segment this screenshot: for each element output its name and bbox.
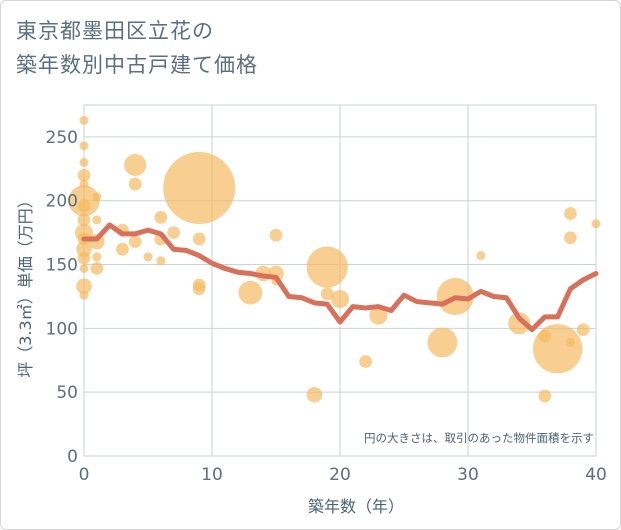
size-note: 円の大きさは、取引のあった物件面積を示す	[364, 431, 594, 445]
bubble	[92, 192, 102, 202]
bubble	[508, 312, 531, 335]
bubble	[564, 231, 577, 245]
bubble	[128, 177, 142, 191]
bubble	[128, 235, 142, 248]
bubble	[538, 329, 552, 343]
bubble	[90, 262, 104, 275]
x-axis-label: 築年数（年）	[308, 497, 404, 516]
bubble	[76, 241, 92, 258]
bubble	[163, 151, 236, 224]
bubble	[79, 290, 89, 300]
bubble	[167, 226, 180, 240]
y-tick-label: 50	[56, 383, 78, 403]
bubble	[143, 252, 153, 262]
bubble	[79, 115, 89, 125]
bubble	[591, 219, 601, 229]
y-axis-label: 坪（3.3㎡）単価（万円）	[16, 192, 35, 377]
x-tick-label: 40	[585, 465, 607, 485]
bubble	[369, 306, 388, 325]
bubble	[124, 153, 147, 177]
bubble	[79, 179, 89, 189]
bubble	[538, 389, 552, 403]
x-tick-label: 20	[329, 465, 351, 485]
x-tick-label: 10	[201, 465, 223, 485]
bubble	[476, 251, 486, 261]
bubble	[306, 386, 323, 403]
x-tick-label: 30	[457, 465, 479, 485]
y-tick-label: 100	[46, 319, 78, 339]
bubble	[192, 282, 206, 296]
bubble	[79, 263, 89, 273]
bubble	[156, 256, 166, 266]
bubble	[77, 168, 91, 182]
bubble	[320, 287, 334, 301]
bubble	[77, 251, 91, 265]
bubble	[427, 327, 458, 358]
chart-title: 東京都墨田区立花の 築年数別中古戸建て価格	[16, 19, 258, 77]
bubble	[359, 355, 372, 368]
y-tick-label: 250	[46, 128, 78, 148]
y-tick-label: 0	[67, 447, 78, 467]
bubble	[77, 199, 91, 213]
bubble	[576, 323, 590, 337]
bubble	[79, 141, 89, 151]
bubble	[154, 210, 168, 224]
bubble	[77, 213, 91, 227]
tick-labels: 0 50 100 150 200 250 0 10 20 30 40	[46, 128, 607, 485]
bubble	[192, 232, 206, 246]
y-tick-label: 200	[46, 192, 78, 212]
bubble	[92, 215, 102, 225]
x-tick-label: 0	[79, 465, 90, 485]
trend-line	[81, 222, 599, 333]
bubble-layer	[68, 115, 601, 403]
bubble	[269, 228, 283, 242]
y-tick-label: 150	[46, 256, 78, 276]
bubble	[331, 290, 349, 309]
bubble	[564, 207, 577, 220]
bubble	[116, 242, 129, 256]
bubble	[92, 252, 102, 262]
bubble	[79, 157, 89, 167]
bubble	[238, 280, 263, 305]
bubble	[306, 246, 348, 288]
bubble	[565, 337, 575, 347]
bubble	[76, 278, 92, 295]
